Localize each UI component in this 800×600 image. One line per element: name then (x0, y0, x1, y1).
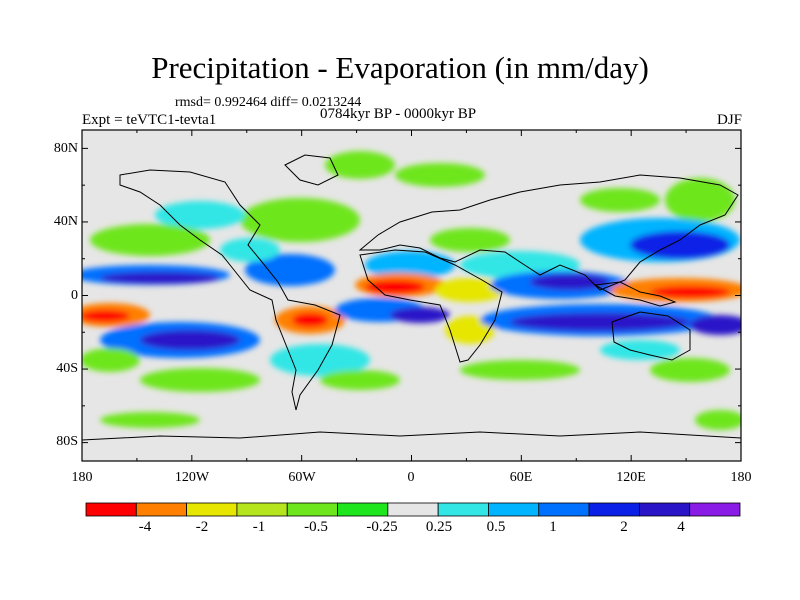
colorbar-swatch (638, 502, 691, 517)
coastlines (82, 154, 741, 441)
lon-label-120e: 120E (616, 470, 646, 485)
lon-label-180w: 180 (71, 470, 93, 485)
colorbar-swatch (286, 502, 338, 517)
axis-ticks (81, 130, 742, 461)
colorbar-swatch (689, 502, 741, 517)
colorbar-swatch (337, 502, 389, 517)
eurasia-coast (358, 174, 739, 291)
season-label: DJF (716, 112, 742, 128)
colorbar (85, 502, 741, 517)
colorbar-swatch (85, 502, 137, 517)
lon-label-0: 0 (407, 470, 415, 485)
colorbar-label: 0.25 (425, 519, 453, 535)
colorbar-swatch (135, 502, 188, 517)
colorbar-label: 4 (677, 519, 685, 535)
colorbar-label: -0.25 (366, 519, 398, 535)
colorbar-swatch (488, 502, 540, 517)
colorbar-label: 2 (620, 519, 628, 535)
antarctica-coast (82, 431, 741, 441)
lat-label-40s: 40S (56, 361, 78, 376)
lat-label-0: 0 (71, 288, 78, 303)
lon-label-180e: 180 (730, 470, 752, 485)
colorbar-swatch (538, 502, 590, 517)
period-label: 0784kyr BP - 0000kyr BP (320, 106, 477, 122)
greenland-coast (284, 154, 339, 186)
stats-text: rmsd= 0.992464 diff= 0.0213244 (175, 95, 362, 110)
experiment-label: Expt = teVTC1-tevta1 (82, 112, 217, 128)
colorbar-label: -4 (138, 519, 152, 535)
colorbar-swatch (588, 502, 640, 517)
maritime-continent-coast (593, 281, 677, 307)
australia-coast (611, 311, 691, 361)
colorbar-swatch (437, 502, 489, 517)
colorbar-label: 0.5 (486, 519, 506, 535)
plot-title: Precipitation - Evaporation (in mm/day) (151, 50, 649, 85)
colorbar-swatch (387, 502, 439, 517)
colorbar-label: 1 (549, 519, 557, 535)
lon-label-60w: 60W (288, 470, 316, 485)
colorbar-swatch (236, 502, 288, 517)
colorbar-label: -1 (252, 519, 266, 535)
lon-label-60e: 60E (509, 470, 533, 485)
americas-coast (119, 169, 341, 411)
lat-label-80n: 80N (53, 141, 78, 156)
colorbar-swatch (186, 502, 238, 517)
lon-label-120w: 120W (174, 470, 210, 485)
colorbar-label: -2 (195, 519, 209, 535)
africa-coast (359, 249, 503, 363)
precipitation-field (82, 151, 741, 430)
colorbar-label: -0.5 (304, 519, 328, 535)
lat-label-40n: 40N (53, 214, 78, 229)
lat-label-80s: 80S (56, 434, 78, 449)
